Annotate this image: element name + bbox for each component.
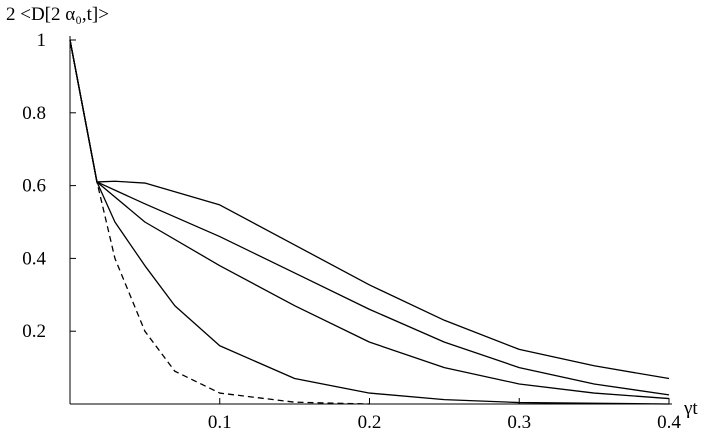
y-tick-label: 0.8: [22, 103, 46, 124]
y-axis-label: 2 <D[2 α₀,t]>: [6, 4, 109, 25]
line-series: [69, 39, 670, 380]
y-tick-label: 0.2: [22, 321, 46, 342]
line-series: [69, 39, 670, 396]
y-tick-label: 1: [37, 30, 47, 51]
x-tick-label: 0.3: [507, 412, 531, 433]
y-tick-label: 0.4: [22, 248, 46, 269]
y-tick-label: 0.6: [22, 176, 46, 197]
line-series: [69, 39, 670, 400]
x-tick-label: 0.4: [657, 412, 681, 433]
x-tick-label: 0.1: [208, 412, 232, 433]
x-tick-label: 0.2: [358, 412, 382, 433]
x-axis-label: γt: [683, 398, 698, 419]
line-series: [69, 39, 370, 405]
line-series: [69, 39, 670, 405]
